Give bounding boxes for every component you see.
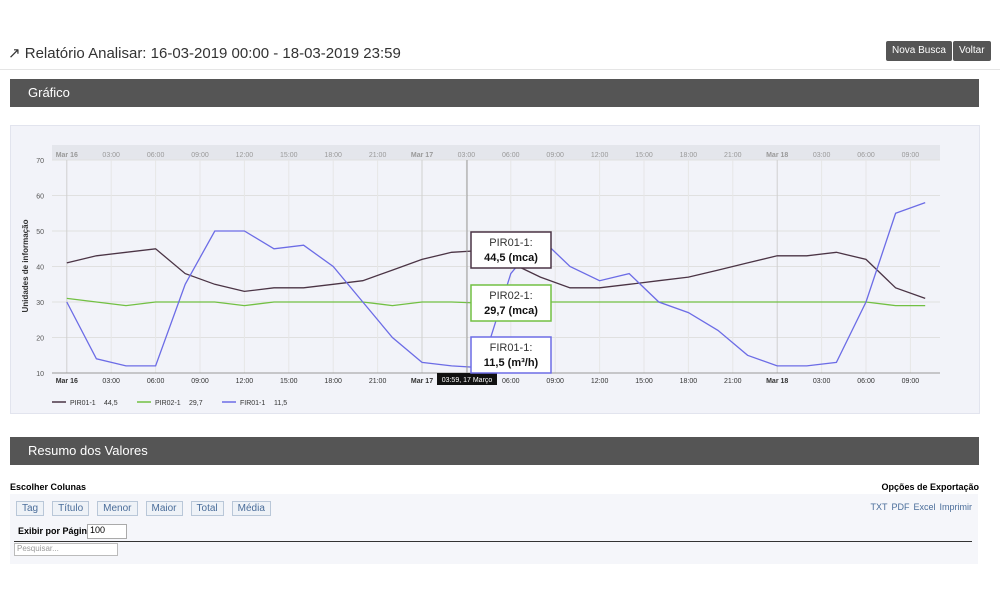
column-toggle[interactable]: Total — [190, 501, 224, 516]
tooltip-box — [470, 231, 552, 269]
search-input[interactable]: Pesquisar... — [14, 543, 118, 556]
crosshair-label-bg — [437, 373, 497, 385]
per-page-select[interactable]: 100 — [87, 524, 127, 539]
navigator-tick-label: 12:00 — [236, 152, 254, 159]
crosshair-label: 03:59, 17 Março — [442, 377, 493, 384]
x-tick-label: 18:00 — [324, 378, 342, 385]
navigator-tick-label: 03:00 — [102, 152, 120, 159]
navigator-tick-label: 06:00 — [502, 152, 520, 159]
navigator-tick-label: 15:00 — [635, 152, 653, 159]
export-options[interactable]: Opções de Exportação — [881, 482, 979, 492]
x-tick-label: 03:00 — [102, 378, 120, 385]
chart-panel-bar[interactable]: Gráfico — [10, 79, 979, 107]
navigator-tick-label: 06:00 — [147, 152, 165, 159]
column-toggle[interactable]: Menor — [97, 501, 138, 516]
summary-panel-bar[interactable]: Resumo dos Valores — [10, 437, 979, 465]
column-toggle[interactable]: Tag — [16, 501, 45, 516]
tooltip-title: FIR01-1: — [490, 342, 533, 354]
export-button[interactable]: TXT — [870, 502, 888, 512]
navigator-tick-label: Mar 17 — [411, 152, 433, 159]
legend-value: 29,7 — [189, 400, 203, 407]
export-button[interactable]: PDF — [891, 502, 910, 512]
title-text: Relatório Analisar: 16-03-2019 00:00 - 1… — [24, 45, 401, 62]
x-tick-label: Mar 17 — [411, 378, 433, 385]
x-tick-label: 09:00 — [191, 378, 209, 385]
column-buttons: Tag Título Menor Maior Total Média — [16, 501, 279, 516]
y-tick-label: 10 — [36, 371, 44, 378]
navigator-tick-label: 21:00 — [369, 152, 387, 159]
x-tick-label: 15:00 — [280, 378, 298, 385]
navigator-tick-label: 18:00 — [324, 152, 342, 159]
legend-label: PIR02-1 — [155, 400, 181, 407]
chart: Unidades de informação 10 20 30 40 50 60 70 Mar… — [21, 145, 940, 407]
divider — [0, 69, 1000, 70]
tooltip-value: 11,5 (m³/h) — [484, 357, 539, 369]
navigator-tick-label: Mar 18 — [766, 152, 788, 159]
tooltip-box — [470, 284, 552, 322]
x-tick-label: 09:00 — [902, 378, 920, 385]
x-tick-label: 12:00 — [591, 378, 609, 385]
export-button[interactable]: Imprimir — [939, 502, 973, 512]
navigator-tick-label: 15:00 — [280, 152, 298, 159]
column-toggle[interactable]: Média — [231, 501, 271, 516]
navigator-tick-label: 03:00 — [458, 152, 476, 159]
x-tick-label: 12:00 — [236, 378, 254, 385]
y-tick-label: 30 — [36, 300, 44, 307]
new-search-button[interactable]: Nova Busca — [886, 41, 952, 61]
x-tick-label: 18:00 — [680, 378, 698, 385]
navigator-tick-label: 21:00 — [724, 152, 742, 159]
x-tick-label: 03:00 — [813, 378, 831, 385]
y-tick-label: 20 — [36, 336, 44, 343]
legend-value: 11,5 — [274, 400, 287, 407]
export-button[interactable]: Excel — [913, 502, 936, 512]
legend-label: PIR01-1 — [70, 400, 96, 407]
y-axis-label: Unidades de informação — [21, 219, 30, 312]
y-tick-label: 60 — [36, 194, 44, 201]
navigator-tick-label: Mar 16 — [56, 152, 78, 159]
y-tick-label: 40 — [36, 265, 44, 272]
y-tick-label: 70 — [36, 158, 44, 165]
tooltip-value: 29,7 (mca) — [484, 305, 538, 317]
tooltip-value: 44,5 (mca) — [484, 252, 538, 264]
legend-value: 44,5 — [104, 400, 118, 407]
tooltip-title: PIR01-1: — [489, 237, 532, 249]
per-page-label: Exibir por Página: — [18, 526, 96, 536]
navigator-tick-label: 09:00 — [902, 152, 920, 159]
navigator-tick-label: 06:00 — [857, 152, 875, 159]
navigator-tick-label: 09:00 — [546, 152, 564, 159]
column-toggle[interactable]: Maior — [145, 501, 183, 516]
y-tick-label: 50 — [36, 229, 44, 236]
navigator-tick-label: 12:00 — [591, 152, 609, 159]
navigator-tick-label: 03:00 — [813, 152, 831, 159]
tooltip-box — [470, 336, 552, 374]
x-tick-label: 06:00 — [857, 378, 875, 385]
back-button[interactable]: Voltar — [953, 41, 991, 61]
choose-columns[interactable]: Escolher Colunas — [10, 482, 87, 492]
x-tick-label: 21:00 — [369, 378, 387, 385]
legend-label: FIR01-1 — [240, 400, 265, 407]
x-tick-label: 06:00 — [502, 378, 520, 385]
export-buttons: TXT PDF Excel Imprimir — [870, 502, 972, 512]
page-title: ↗︎ Relatório Analisar: 16-03-2019 00:00 … — [8, 45, 401, 62]
navigator[interactable] — [52, 145, 940, 160]
navigator-tick-label: 18:00 — [680, 152, 698, 159]
column-toggle[interactable]: Título — [52, 501, 90, 516]
x-tick-label: 09:00 — [546, 378, 564, 385]
x-tick-label: 06:00 — [147, 378, 165, 385]
x-tick-label: Mar 16 — [56, 378, 78, 385]
x-tick-label: 21:00 — [724, 378, 742, 385]
x-tick-label: Mar 18 — [766, 378, 788, 385]
tooltip-title: PIR02-1: — [489, 290, 532, 302]
x-tick-label: 15:00 — [635, 378, 653, 385]
navigator-tick-label: 09:00 — [191, 152, 209, 159]
divider — [14, 541, 972, 542]
